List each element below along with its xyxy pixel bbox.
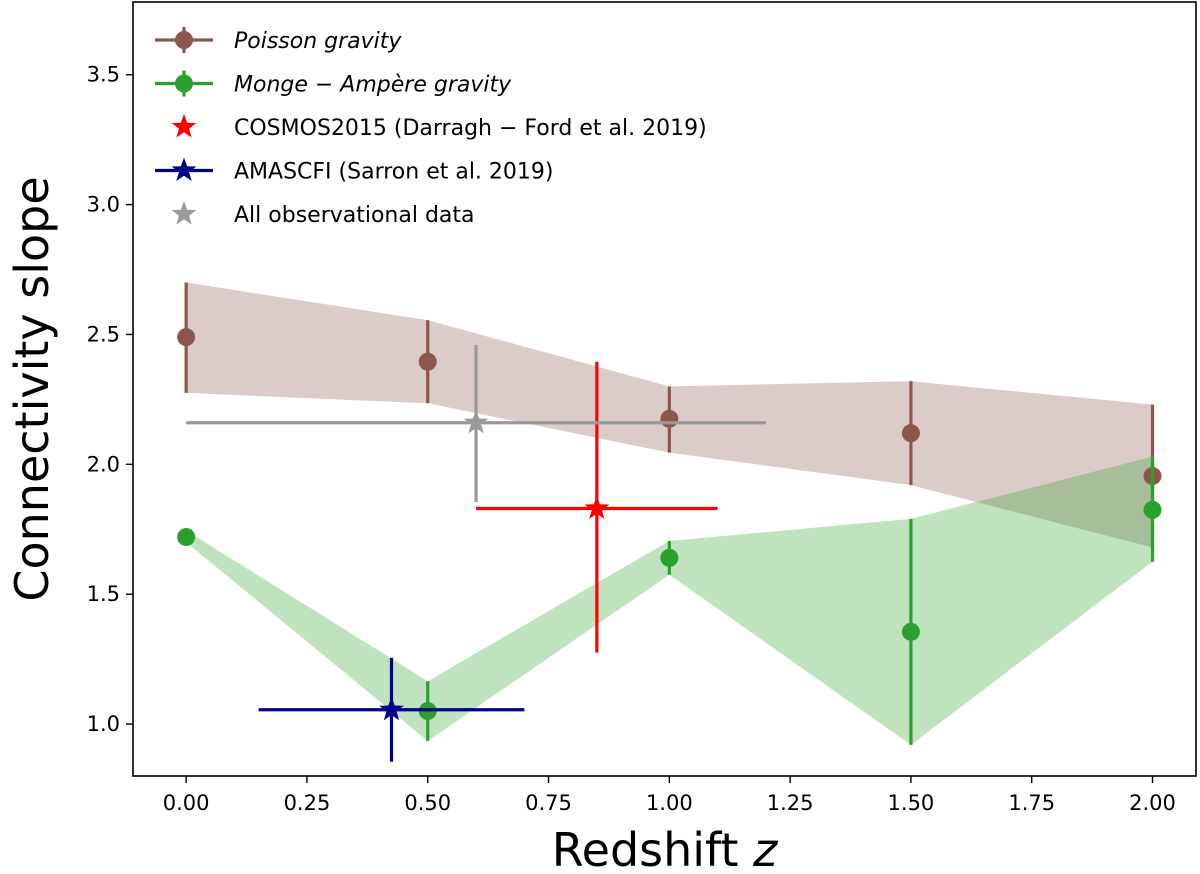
y-tick-label: 1.5 [87, 582, 120, 606]
x-tick-label: 0.75 [525, 791, 572, 815]
axes: 0.00 0.25 0.50 0.75 1.00 1.25 1.50 1.75 2.00 1.0 1… [5, 1, 1197, 874]
x-tick-label: 0.25 [284, 791, 331, 815]
data-point [901, 622, 920, 641]
legend-label: COSMOS2015 (Darragh − Ford et al. 2019) [234, 116, 707, 141]
legend-entry-all-observational-data: All observational data [171, 201, 475, 228]
plot-frame [132, 1, 1197, 777]
band-monge-amp-re-gravity [186, 456, 1153, 745]
legend-entry-amascfi-sarron-et-al-2019: AMASCFI (Sarron et al. 2019) [155, 157, 554, 185]
series-layer [177, 282, 1162, 762]
y-axis-title: Connectivity slope [5, 176, 59, 601]
y-tick-label: 3.0 [87, 193, 120, 217]
data-point [1143, 500, 1162, 519]
legend-label: AMASCFI (Sarron et al. 2019) [234, 160, 554, 185]
series-amascfi-sarron-et-al-2019 [258, 657, 525, 762]
confidence-bands [186, 282, 1153, 745]
series-cosmos2015-darragh-ford-et-al-2019 [476, 361, 718, 653]
y-tick-label: 2.0 [87, 452, 120, 476]
legend-marker-star [171, 157, 197, 182]
x-tick-label: 0.50 [404, 791, 451, 815]
x-tick-label: 1.50 [888, 791, 935, 815]
y-tick-label: 2.5 [87, 322, 120, 346]
legend-marker [175, 74, 193, 93]
data-point [177, 528, 196, 547]
legend-label: Poisson gravity [234, 29, 402, 54]
data-point-star [463, 409, 489, 434]
legend-marker-star [171, 201, 197, 225]
x-tick-label: 0.00 [163, 791, 210, 815]
x-tick-label: 1.75 [1008, 791, 1055, 815]
x-tick-label: 1.00 [646, 791, 693, 815]
data-point-star [584, 495, 610, 519]
legend-marker-star [171, 114, 197, 138]
y-tick-label: 1.0 [87, 712, 120, 736]
data-point [660, 409, 679, 428]
legend-entry-cosmos2015-darragh-ford-et-al-2019: COSMOS2015 (Darragh − Ford et al. 2019) [171, 114, 707, 141]
data-point [177, 328, 196, 347]
data-point-star [379, 696, 404, 721]
data-point [660, 548, 679, 567]
series-all-observational-data [186, 344, 766, 502]
legend-label: All observational data [234, 203, 475, 228]
legend-marker [175, 31, 193, 49]
data-point [418, 352, 437, 371]
x-axis-title: Redshift z [552, 823, 778, 874]
legend-entry-monge-amp-re-gravity: Monge − Ampère gravity [155, 70, 512, 98]
x-tick-label: 1.25 [767, 791, 814, 815]
data-point [901, 424, 920, 443]
x-tick-label: 2.00 [1129, 791, 1176, 815]
legend-label: Monge − Ampère gravity [234, 73, 512, 98]
y-tick-label: 3.5 [87, 63, 120, 87]
legend: Poisson gravity Monge − Ampère gravity COS… [155, 27, 707, 228]
legend-entry-poisson-gravity: Poisson gravity [155, 27, 402, 54]
